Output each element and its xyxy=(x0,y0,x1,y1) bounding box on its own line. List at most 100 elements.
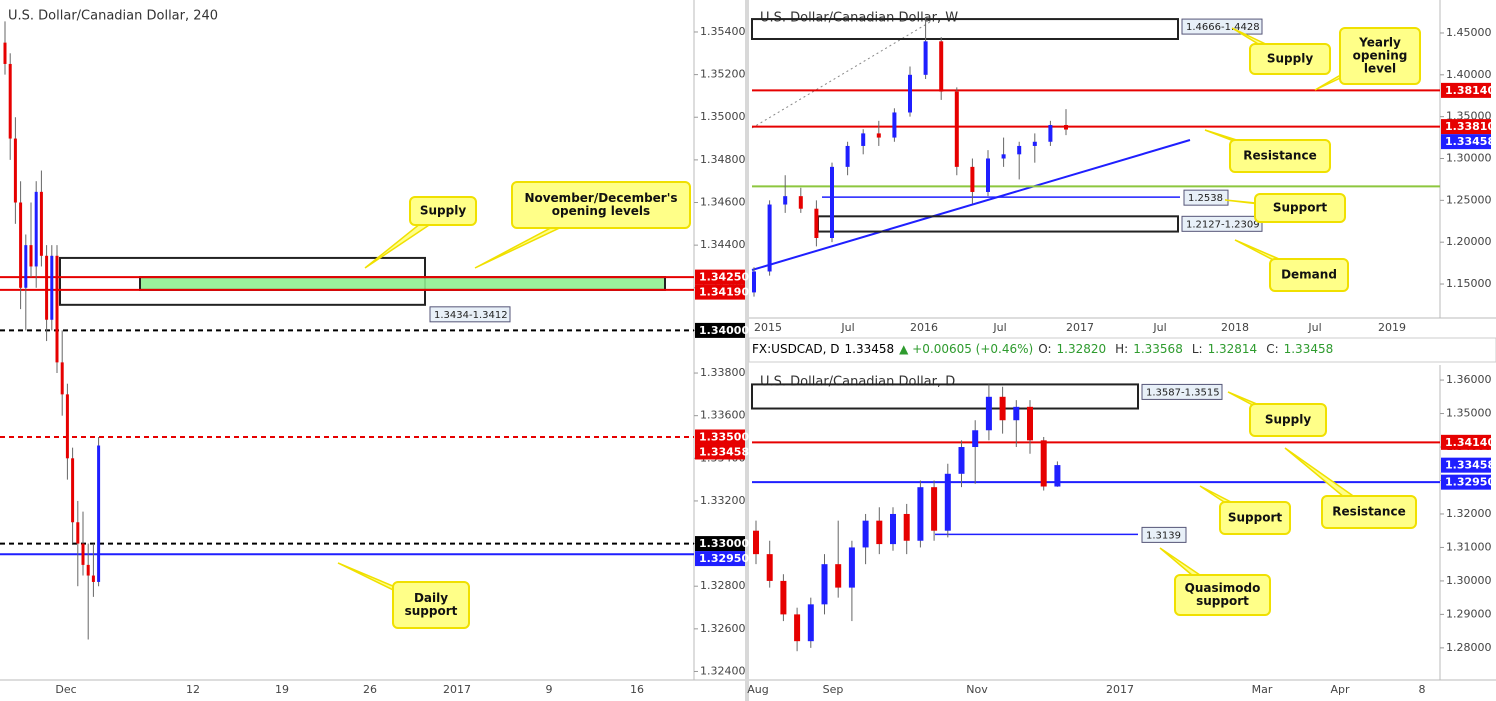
candle-body xyxy=(917,487,924,541)
callout-box xyxy=(1249,43,1331,75)
level-label: 1.34190 xyxy=(699,286,749,299)
x-tick-label: 2019 xyxy=(1378,321,1406,334)
candle-body xyxy=(876,520,883,545)
callout-text: Support xyxy=(1273,201,1328,215)
ohlc-value: 1.32820 xyxy=(1056,342,1107,356)
callout-text: Support xyxy=(1228,511,1283,525)
y-tick-label: 1.15000 xyxy=(1446,277,1492,290)
candle-body xyxy=(91,575,95,582)
zone-label: 1.2127-1.2309 xyxy=(1186,219,1260,230)
x-tick-label: 2017 xyxy=(1106,683,1134,696)
zone xyxy=(751,18,1179,40)
zone-label: 1.4666-1.4428 xyxy=(1186,22,1260,33)
callout-box xyxy=(1229,139,1331,173)
ohlc-key: H: xyxy=(1115,342,1129,356)
callout-box xyxy=(511,181,691,229)
zone-label-bg xyxy=(1141,383,1223,400)
candle-body xyxy=(1032,141,1037,146)
candle-body xyxy=(50,255,54,320)
x-tick-label: 16 xyxy=(630,683,644,696)
ray-label: 1.2538 xyxy=(1188,193,1223,204)
candle-body xyxy=(55,255,59,363)
callout-text: support xyxy=(1196,594,1249,608)
y-tick-label: 1.25000 xyxy=(1446,193,1492,206)
level-label-bg xyxy=(1441,119,1491,135)
zone-label: 1.3434-1.3412 xyxy=(434,310,508,321)
zone-label-bg xyxy=(1181,215,1263,232)
candle-body xyxy=(931,487,938,531)
y-tick-label: 1.45000 xyxy=(1446,26,1492,39)
candle-body xyxy=(8,63,12,139)
panel-divider xyxy=(745,0,749,701)
candle-body xyxy=(752,271,756,293)
candle-body xyxy=(954,91,959,167)
x-tick-label: 8 xyxy=(1419,683,1426,696)
candle-body xyxy=(13,138,17,203)
quote-bar-bg xyxy=(748,337,1496,363)
x-tick-label: 26 xyxy=(363,683,377,696)
y-tick-label: 1.35200 xyxy=(700,68,746,81)
callout-text: opening levels xyxy=(552,204,650,218)
level-label-bg xyxy=(695,536,745,552)
chart-title: U.S. Dollar/Canadian Dollar, D xyxy=(760,375,955,390)
y-tick-label: 1.33200 xyxy=(700,494,746,507)
candle-body xyxy=(861,133,866,146)
callout-box xyxy=(1219,501,1291,535)
ohlc-key: L: xyxy=(1191,342,1203,356)
candle-body xyxy=(908,74,912,113)
candle-body xyxy=(1054,465,1061,487)
candle-body xyxy=(999,396,1006,421)
candle-body xyxy=(76,522,80,544)
level-label: 1.33500 xyxy=(699,430,749,443)
level-label: 1.34140 xyxy=(1445,436,1495,449)
y-tick-label: 1.34600 xyxy=(700,196,746,209)
y-tick-label: 1.35000 xyxy=(1446,407,1492,420)
candle-body xyxy=(923,41,928,75)
callout-text: Daily xyxy=(414,591,448,605)
ohlc-value: 1.33458 xyxy=(1283,342,1334,356)
level-label: 1.38140 xyxy=(1445,84,1495,97)
candle-body xyxy=(835,564,842,588)
level-label-bg xyxy=(1441,457,1491,473)
ray-label-bg xyxy=(1183,189,1229,206)
callout-box xyxy=(1174,574,1271,616)
callout-text: Yearly xyxy=(1358,36,1401,50)
y-tick-label: 1.32000 xyxy=(1446,507,1492,520)
level-label-bg xyxy=(695,551,745,567)
callout-box xyxy=(409,196,477,226)
candle-body xyxy=(60,362,64,395)
y-tick-label: 1.32800 xyxy=(700,579,746,592)
zone-label-bg xyxy=(1181,18,1263,35)
candle-body xyxy=(821,564,828,605)
candle-body xyxy=(1027,406,1033,441)
ohlc-key: O: xyxy=(1038,342,1052,356)
x-tick-label: Dec xyxy=(55,683,76,696)
chart-title: U.S. Dollar/Canadian Dollar, W xyxy=(760,11,958,26)
candle-body xyxy=(892,112,897,138)
callout-text: Demand xyxy=(1281,268,1337,282)
candle-body xyxy=(798,196,803,209)
x-tick-label: Mar xyxy=(1252,683,1273,696)
candle-body xyxy=(970,166,975,192)
level-label: 1.33458 xyxy=(1445,459,1495,472)
level-label: 1.34000 xyxy=(699,324,749,337)
callout-box xyxy=(1249,403,1327,437)
candle-body xyxy=(1001,154,1006,159)
candle-body xyxy=(848,547,855,588)
level-label-bg xyxy=(695,269,745,285)
level-label-bg xyxy=(1441,134,1491,150)
callout-box xyxy=(1269,258,1349,292)
x-tick-label: Sep xyxy=(823,683,844,696)
callout-text: support xyxy=(405,604,458,618)
candle-body xyxy=(71,458,75,523)
ohlc-key: C: xyxy=(1266,342,1279,356)
candle-body xyxy=(903,513,910,541)
y-tick-label: 1.34400 xyxy=(700,238,746,251)
callout-text: opening xyxy=(1353,49,1408,63)
level-label: 1.32950 xyxy=(699,552,749,565)
level-label: 1.34250 xyxy=(699,271,749,284)
candle-body xyxy=(944,473,951,531)
y-tick-label: 1.40000 xyxy=(1446,68,1492,81)
x-tick-label: Jul xyxy=(840,321,854,334)
